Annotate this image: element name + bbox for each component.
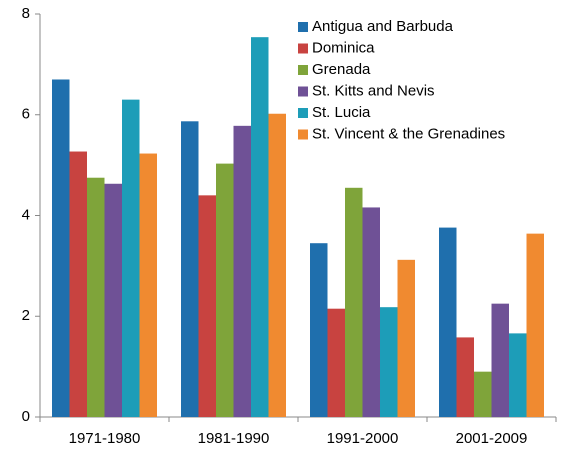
- bar: [216, 163, 234, 417]
- legend-swatch: [298, 86, 308, 97]
- bar: [439, 227, 457, 417]
- legend-label: St. Kitts and Nevis: [312, 82, 435, 99]
- y-tick-label: 0: [22, 408, 30, 425]
- legend-label: Grenada: [312, 61, 371, 78]
- legend-swatch: [298, 43, 308, 54]
- x-tick-label: 1981-1990: [198, 430, 270, 447]
- bar: [380, 307, 398, 417]
- bar: [327, 308, 345, 417]
- bar: [310, 243, 328, 417]
- bar: [104, 183, 122, 417]
- legend-label: St. Lucia: [312, 104, 371, 121]
- y-tick-label: 8: [22, 5, 30, 22]
- legend-swatch: [298, 22, 308, 32]
- bar: [268, 113, 286, 418]
- bar: [87, 177, 105, 417]
- bar: [526, 233, 544, 417]
- bar: [139, 153, 157, 417]
- y-tick-label: 6: [22, 106, 30, 123]
- y-tick-label: 2: [22, 307, 30, 324]
- bar: [509, 333, 527, 417]
- bar: [456, 337, 474, 417]
- legend-swatch: [298, 129, 308, 140]
- bar: [122, 99, 140, 417]
- bar: [251, 37, 269, 418]
- x-tick-label: 2001-2009: [456, 430, 528, 447]
- y-tick-label: 4: [22, 206, 30, 223]
- bar: [491, 303, 509, 417]
- legend-label: Dominica: [312, 39, 375, 56]
- bar: [397, 259, 415, 417]
- legend-label: Antigua and Barbuda: [312, 18, 454, 35]
- bar: [69, 151, 87, 417]
- bar: [181, 121, 199, 417]
- bar: [233, 125, 251, 418]
- legend-swatch: [298, 108, 308, 118]
- bar: [198, 195, 216, 417]
- bar: [345, 187, 363, 417]
- bar: [474, 371, 492, 417]
- x-tick-label: 1971-1980: [69, 430, 141, 447]
- bar: [362, 207, 380, 417]
- x-tick-label: 1991-2000: [327, 430, 399, 447]
- legend-label: St. Vincent & the Grenadines: [312, 125, 505, 142]
- legend-swatch: [298, 65, 308, 75]
- bar: [52, 79, 70, 418]
